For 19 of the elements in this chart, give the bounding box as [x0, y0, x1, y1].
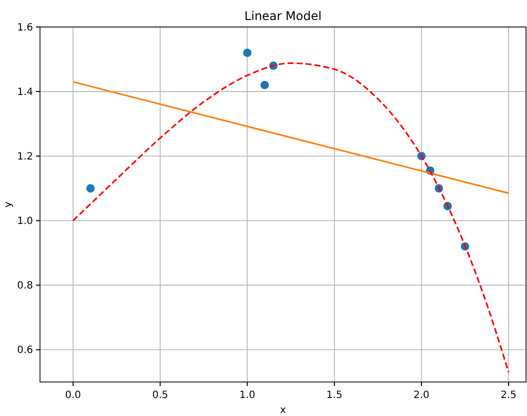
point: [243, 48, 252, 58]
x-tick-label: 2.5: [500, 390, 517, 401]
point: [260, 80, 269, 90]
y-tick-label: 1.6: [17, 22, 33, 34]
y-tick-label: 1.2: [17, 152, 33, 163]
y-tick-label: 0.6: [17, 345, 33, 356]
x-tick-label: 2.0: [414, 390, 430, 401]
y-tick-label: 1.4: [17, 87, 33, 98]
y-axis-title: y: [3, 201, 14, 208]
line-series: [72, 62, 510, 374]
x-tick-label: 1.5: [326, 390, 342, 401]
x-tick-label: 0.0: [65, 390, 82, 401]
chart-title: Linear Model: [244, 9, 322, 23]
x-tick-label: 0.5: [152, 390, 168, 401]
y-tick-label: 0.8: [17, 280, 33, 292]
y-tick-label: 1.0: [17, 216, 33, 228]
x-tick-label: 1.0: [239, 390, 256, 401]
point: [86, 184, 95, 193]
x-axis-title: x: [280, 405, 286, 416]
